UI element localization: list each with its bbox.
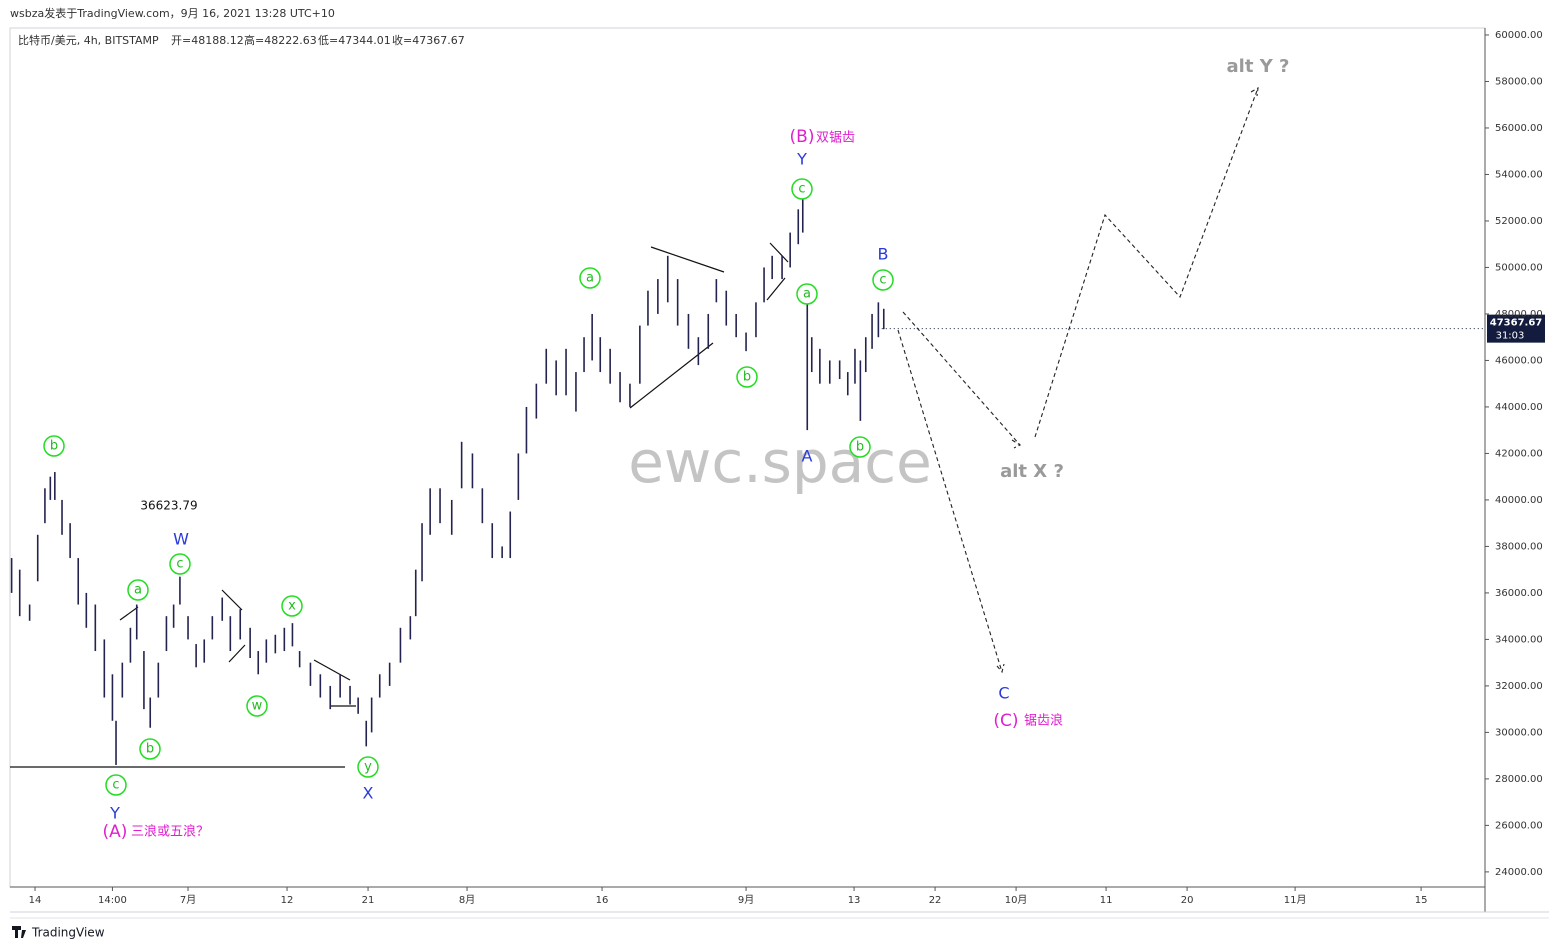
degree-label: (B): [790, 127, 815, 147]
wave-minor-label: x: [288, 599, 296, 614]
y-tick-label: 34000.00: [1495, 634, 1543, 645]
wave-label: B: [878, 245, 889, 264]
wave-circle: [139, 738, 161, 760]
x-tick-label: 20: [1181, 895, 1194, 906]
projection-paths: [897, 86, 1259, 674]
wave-circle: [872, 269, 894, 291]
posted-info: wsbza发表于TradingView.com，9月 16, 2021 13:2…: [10, 6, 335, 20]
y-tick-label: 50000.00: [1495, 262, 1543, 273]
wave-minor-label: b: [743, 370, 751, 385]
wave-minor-label: y: [364, 760, 372, 775]
degree-label: 双锯齿: [816, 131, 855, 146]
wave-circle: [579, 267, 601, 289]
y-tick-label: 44000.00: [1495, 402, 1543, 413]
wave-minor-label: b: [146, 742, 154, 757]
y-tick-label: 54000.00: [1495, 169, 1543, 180]
wave-minor-label: a: [803, 287, 811, 302]
x-tick-label: 11: [1100, 895, 1113, 906]
wave-minor-label: c: [879, 273, 886, 288]
wave-minor-label: a: [134, 583, 142, 598]
y-tick-label: 56000.00: [1495, 123, 1543, 134]
y-tick-label: 38000.00: [1495, 541, 1543, 552]
wave-circle: [127, 579, 149, 601]
wave-label: Y: [796, 150, 807, 169]
ohlc-close: 收=47367.67: [392, 33, 465, 47]
wave-circle: [169, 553, 191, 575]
x-tick-label: 8月: [459, 894, 475, 906]
x-tick-label: 12: [281, 895, 294, 906]
wave-circle: [791, 178, 813, 200]
watermark: ewc.space: [628, 428, 932, 496]
y-tick-label: 46000.00: [1495, 355, 1543, 366]
x-tick-label: 15: [1415, 895, 1428, 906]
wave-circle: [281, 595, 303, 617]
symbol: 比特币/美元, 4h, BITSTAMP: [18, 33, 159, 47]
plot: [10, 197, 885, 765]
ohlc-low: 低=47344.01: [318, 34, 391, 47]
wave-label: X: [363, 784, 374, 803]
wave-circle: [105, 774, 127, 796]
x-tick-label: 21: [362, 895, 375, 906]
wave-circle: [736, 366, 758, 388]
y-tick-label: 58000.00: [1495, 76, 1543, 87]
x-tick-label: 14:00: [98, 895, 127, 906]
wave-minor-label: b: [50, 439, 58, 454]
y-tick-label: 32000.00: [1495, 681, 1543, 692]
brand: TradingView: [31, 926, 105, 940]
x-tick-label: 11月: [1284, 894, 1307, 906]
last-price-label: 47367.67: [1490, 318, 1543, 329]
y-tick-label: 24000.00: [1495, 867, 1543, 878]
wave-minor-label: b: [856, 440, 864, 455]
y-tick-label: 28000.00: [1495, 774, 1543, 785]
y-tick-label: 40000.00: [1495, 495, 1543, 506]
y-tick-label: 30000.00: [1495, 727, 1543, 738]
wave-label: A: [802, 447, 813, 466]
wave-circle: [796, 283, 818, 305]
x-tick-label: 13: [848, 895, 861, 906]
alternate-label: alt X ?: [1000, 461, 1064, 482]
ohlc-open: 开=48188.12: [171, 34, 244, 47]
alternate-label: alt Y ?: [1227, 56, 1290, 77]
wave-minor-label: c: [798, 182, 805, 197]
wave-minor-label: c: [176, 557, 183, 572]
y-tick-label: 42000.00: [1495, 448, 1543, 459]
y-tick-label: 48000.00: [1495, 309, 1543, 320]
x-tick-label: 9月: [738, 894, 754, 906]
degree-label: 锯齿浪: [1024, 714, 1063, 729]
brand-logo: [12, 926, 26, 938]
wave-circle: [43, 435, 65, 457]
wave-circle: [357, 756, 379, 778]
last-price-box: [1487, 314, 1545, 343]
wave-label: W: [173, 530, 189, 549]
y-tick-label: 36000.00: [1495, 588, 1543, 599]
x-tick-label: 14: [29, 895, 42, 906]
wave-minor-label: w: [252, 699, 263, 714]
wave-circle: [849, 436, 871, 458]
wave-circle: [246, 695, 268, 717]
degree-label: (C): [993, 711, 1018, 731]
y-tick-label: 52000.00: [1495, 216, 1543, 227]
countdown: 31:03: [1496, 331, 1525, 342]
x-tick-label: 7月: [180, 894, 196, 906]
y-tick-label: 60000.00: [1495, 30, 1543, 41]
degree-label: (A): [103, 822, 128, 842]
y-tick-label: 26000.00: [1495, 820, 1543, 831]
x-tick-label: 10月: [1005, 894, 1028, 906]
wave-minor-label: a: [586, 271, 594, 286]
x-tick-label: 16: [596, 895, 609, 906]
degree-label: 三浪或五浪？: [131, 825, 209, 840]
x-tick-label: 22: [929, 895, 942, 906]
trend-lines: [10, 242, 789, 768]
ohlc-high: 高=48222.63: [244, 33, 317, 47]
price-note: 36623.79: [140, 499, 197, 513]
wave-minor-label: c: [112, 778, 119, 793]
wave-label: C: [998, 684, 1009, 703]
wave-label: Y: [109, 804, 120, 823]
